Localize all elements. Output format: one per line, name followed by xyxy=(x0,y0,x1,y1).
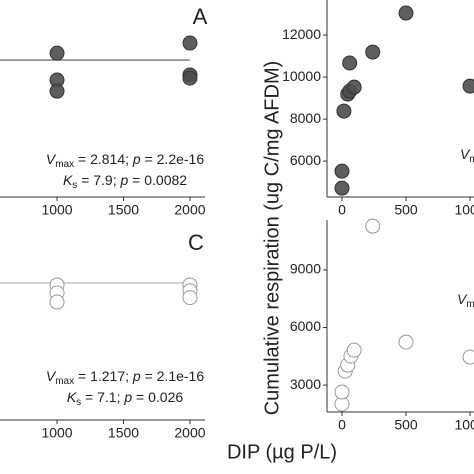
x-tick-label: 2000 xyxy=(174,425,205,441)
x-tick-label: 500 xyxy=(394,202,418,218)
x-tick-label: 1000 xyxy=(41,425,72,441)
annotation-part: max xyxy=(55,376,74,387)
annotation: Vm xyxy=(460,146,474,165)
point xyxy=(342,55,358,71)
annotation-part: = 0.0082 xyxy=(128,172,187,188)
point xyxy=(49,294,65,310)
annotation-part: K xyxy=(63,172,73,188)
y-tick-label: 12000 xyxy=(282,26,321,42)
x-tick-label: 1500 xyxy=(108,202,139,218)
annotation: Ks = 7.9; p = 0.0082 xyxy=(63,172,187,191)
annotation-part: K xyxy=(67,389,77,405)
annotation-part: = 2.814; xyxy=(74,151,133,167)
annotation-part: V xyxy=(457,291,468,307)
annotation-part: = 7.9; xyxy=(77,172,120,188)
y-axis-label: Cumulative respiration (ug C/mg AFDM) xyxy=(261,61,283,416)
annotation: Vm xyxy=(457,291,474,310)
annotation-part: V xyxy=(460,146,471,162)
annotation-part: = 7.1; xyxy=(81,389,124,405)
x-tick-label: 1000 xyxy=(454,202,474,218)
point xyxy=(49,83,65,99)
annotation-part: p xyxy=(132,151,141,167)
point xyxy=(182,290,198,306)
y-tick-label: 6000 xyxy=(290,152,321,168)
point xyxy=(365,44,381,60)
point xyxy=(346,79,362,95)
x-tick-label: 1000 xyxy=(41,202,72,218)
x-tick-label: 1000 xyxy=(454,417,474,433)
point xyxy=(398,5,414,21)
point xyxy=(346,342,362,358)
y-tick-label: 10000 xyxy=(282,68,321,84)
point xyxy=(336,103,352,119)
point xyxy=(182,70,198,86)
annotation: Vmax = 1.217; p = 2.1e-16 xyxy=(46,368,204,387)
point xyxy=(334,163,350,179)
x-tick-label: 0 xyxy=(338,202,346,218)
x-axis-label: DIP (µg P/L) xyxy=(227,441,337,463)
annotation-part: = 1.217; xyxy=(74,368,133,384)
point xyxy=(462,349,474,365)
annotation-part: V xyxy=(46,368,57,384)
point xyxy=(334,180,350,196)
annotation: Vmax = 2.814; p = 2.2e-16 xyxy=(46,151,204,170)
point xyxy=(49,45,65,61)
annotation-part: m xyxy=(466,299,474,310)
point xyxy=(462,78,474,94)
panel-label: A xyxy=(193,4,208,29)
y-tick-label: 8000 xyxy=(290,110,321,126)
x-tick-label: 2000 xyxy=(174,202,205,218)
x-tick-label: 0 xyxy=(338,417,346,433)
point xyxy=(365,218,381,234)
point xyxy=(182,35,198,51)
annotation: Ks = 7.1; p = 0.026 xyxy=(67,389,184,408)
annotation-part: V xyxy=(46,151,57,167)
annotation-part: p xyxy=(119,172,128,188)
x-tick-label: 1500 xyxy=(108,425,139,441)
point xyxy=(334,384,350,400)
annotation-part: = 2.2e-16 xyxy=(141,151,205,167)
annotation-part: m xyxy=(469,154,474,165)
annotation-part: s xyxy=(76,397,81,408)
annotation-part: = 0.026 xyxy=(132,389,183,405)
annotation-part: p xyxy=(123,389,132,405)
annotation-part: max xyxy=(55,159,74,170)
y-tick-label: 9000 xyxy=(290,261,321,277)
y-tick-label: 3000 xyxy=(290,376,321,392)
annotation-part: = 2.1e-16 xyxy=(141,368,205,384)
point xyxy=(398,334,414,350)
x-tick-label: 500 xyxy=(394,417,418,433)
annotation-part: s xyxy=(72,180,77,191)
panel-label: C xyxy=(188,230,204,255)
y-tick-label: 6000 xyxy=(290,318,321,334)
annotation-part: p xyxy=(132,368,141,384)
